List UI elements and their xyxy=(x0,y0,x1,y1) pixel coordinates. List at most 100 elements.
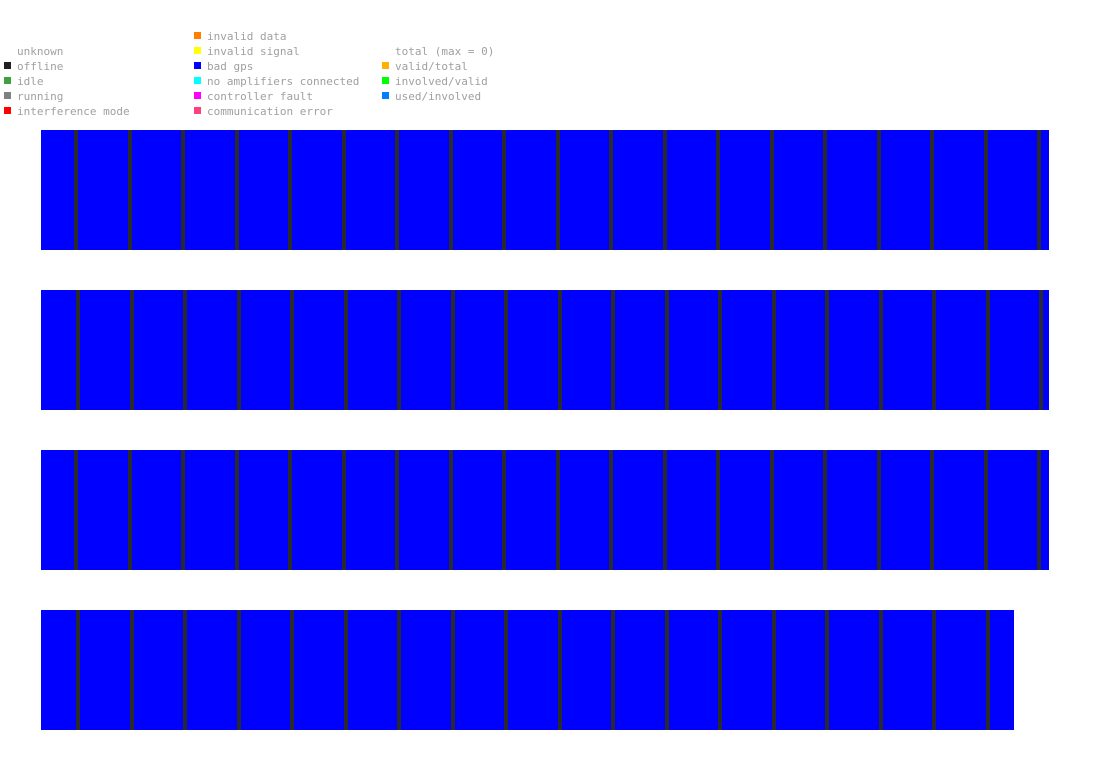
timeline-separator xyxy=(395,130,399,250)
legend-swatch xyxy=(194,47,201,54)
legend-swatch xyxy=(4,92,11,99)
timeline-block xyxy=(790,610,844,730)
timeline-block xyxy=(309,290,363,410)
timeline-separator xyxy=(288,130,292,250)
timeline-row xyxy=(41,610,1014,730)
timeline-block xyxy=(416,610,470,730)
timeline-separator xyxy=(74,130,78,250)
timeline-block xyxy=(951,610,1005,730)
timeline-separator xyxy=(504,290,508,410)
timeline-separator xyxy=(183,290,187,410)
legend-swatch xyxy=(4,107,11,114)
timeline-separator xyxy=(772,290,776,410)
timeline-separator xyxy=(879,290,883,410)
legend-swatch xyxy=(194,77,201,84)
timeline-separator xyxy=(1039,290,1043,410)
timeline-block xyxy=(1004,130,1049,250)
timeline-separator xyxy=(183,610,187,730)
timeline-separator xyxy=(665,610,669,730)
timeline-block xyxy=(897,450,951,570)
timeline-block xyxy=(951,130,1005,250)
timeline-block xyxy=(951,450,1005,570)
timeline-block xyxy=(202,130,256,250)
timeline-block xyxy=(255,290,309,410)
timeline-block xyxy=(95,450,149,570)
timeline-separator xyxy=(504,610,508,730)
timeline-block xyxy=(202,450,256,570)
timeline-separator xyxy=(397,610,401,730)
legend-swatch xyxy=(194,62,201,69)
timeline-separator xyxy=(556,130,560,250)
timeline-block xyxy=(737,290,791,410)
timeline-separator xyxy=(930,450,934,570)
timeline-separator xyxy=(344,610,348,730)
timeline-separator xyxy=(397,290,401,410)
legend-label: offline xyxy=(17,60,64,73)
timeline-separator xyxy=(716,130,720,250)
timeline-separator xyxy=(451,290,455,410)
legend-label: running xyxy=(17,90,64,103)
timeline-block xyxy=(683,290,737,410)
timeline-block xyxy=(951,290,1005,410)
timeline-block xyxy=(630,290,684,410)
legend-label: used/involved xyxy=(395,90,482,103)
legend-label: invalid data xyxy=(207,30,287,43)
timeline-separator xyxy=(663,450,667,570)
timeline-separator xyxy=(770,450,774,570)
timeline-separator xyxy=(235,130,239,250)
timeline-separator xyxy=(1037,130,1041,250)
timeline-block xyxy=(790,290,844,410)
timeline-block xyxy=(41,290,95,410)
timeline-block xyxy=(255,450,309,570)
timeline-block xyxy=(309,450,363,570)
legend-label: interference mode xyxy=(17,105,130,118)
timeline-block xyxy=(362,610,416,730)
legend-swatch xyxy=(382,77,389,84)
timeline-separator xyxy=(770,130,774,250)
legend-swatch xyxy=(382,62,389,69)
timeline-block xyxy=(469,290,523,410)
timeline-block xyxy=(202,610,256,730)
timeline-block xyxy=(148,130,202,250)
timeline-separator xyxy=(558,290,562,410)
timeline-block xyxy=(844,450,898,570)
timeline-separator xyxy=(556,450,560,570)
timeline-separator xyxy=(130,290,134,410)
timeline-separator xyxy=(237,610,241,730)
timeline-separator xyxy=(235,450,239,570)
timeline-block xyxy=(790,130,844,250)
timeline-block xyxy=(576,290,630,410)
timeline-separator xyxy=(611,290,615,410)
timeline-block xyxy=(309,130,363,250)
timeline-block xyxy=(202,290,256,410)
timeline-separator xyxy=(76,610,80,730)
timeline-separator xyxy=(290,610,294,730)
timeline-block xyxy=(469,450,523,570)
timeline-separator xyxy=(288,450,292,570)
legend-label: controller fault xyxy=(207,90,313,103)
timeline-block xyxy=(148,450,202,570)
timeline-block xyxy=(416,130,470,250)
timeline-block xyxy=(523,610,577,730)
timeline-block xyxy=(41,610,95,730)
timeline-separator xyxy=(825,610,829,730)
timeline-block xyxy=(737,130,791,250)
timeline-block xyxy=(630,130,684,250)
timeline-block xyxy=(630,610,684,730)
timeline-block xyxy=(95,290,149,410)
timeline-separator xyxy=(74,450,78,570)
timeline-block xyxy=(683,610,737,730)
timeline-separator xyxy=(344,290,348,410)
legend-label: communication error xyxy=(207,105,333,118)
legend-swatch xyxy=(194,107,201,114)
timeline-separator xyxy=(877,450,881,570)
timeline-separator xyxy=(663,130,667,250)
legend-swatch xyxy=(194,32,201,39)
timeline-block xyxy=(41,450,95,570)
timeline-separator xyxy=(930,130,934,250)
timeline-block xyxy=(362,130,416,250)
timeline-block xyxy=(469,610,523,730)
timeline-separator xyxy=(716,450,720,570)
timeline-separator xyxy=(1037,450,1041,570)
timeline-block xyxy=(148,290,202,410)
